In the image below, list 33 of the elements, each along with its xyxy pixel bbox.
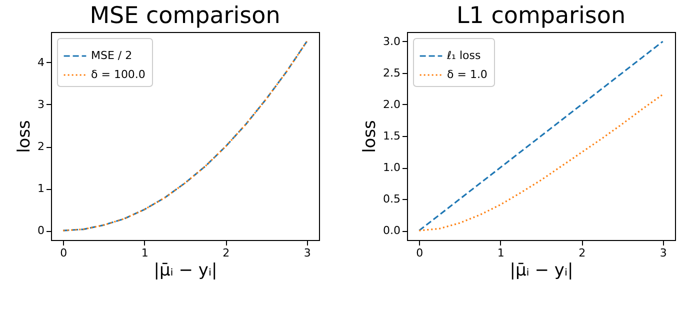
x-tick-label: 1 [141,246,148,260]
x-tick-label: 2 [222,246,230,260]
y-axis-title: loss [360,120,380,153]
x-axis-title: |μ̄ᵢ − yᵢ| [154,260,218,280]
legend-label: ℓ₁ loss [446,49,481,62]
legend-label: δ = 100.0 [91,68,146,81]
y-tick-label: 1 [38,182,44,196]
chart-title: MSE comparison [90,3,280,29]
chart-title: L1 comparison [456,3,626,29]
line-series [418,40,664,232]
x-axis-title: |μ̄ᵢ − yᵢ| [510,260,574,280]
y-axis-title: loss [14,120,34,153]
y-tick-label: 2 [38,140,44,154]
line-series [418,94,664,232]
y-tick-label: 3 [38,98,44,111]
x-tick-label: 3 [660,246,667,260]
legend-label: MSE / 2 [91,49,132,62]
y-tick-label: 0.5 [383,192,400,206]
y-tick-label: 0.0 [383,224,400,238]
y-tick-label: 2.5 [383,66,400,80]
x-tick-label: 2 [578,246,586,260]
y-tick-label: 1.0 [383,161,400,174]
line-series [62,40,308,232]
y-tick-label: 3.0 [383,34,400,48]
x-tick-label: 0 [416,246,424,260]
y-tick-label: 4 [38,56,44,69]
y-tick-label: 1.5 [383,130,400,142]
x-tick-label: 3 [304,246,311,260]
y-tick-label: 2.0 [383,98,400,111]
legend-label: δ = 1.0 [447,68,488,81]
x-tick-label: 0 [60,246,68,260]
y-tick-label: 0 [38,224,44,238]
x-tick-label: 1 [497,246,504,260]
